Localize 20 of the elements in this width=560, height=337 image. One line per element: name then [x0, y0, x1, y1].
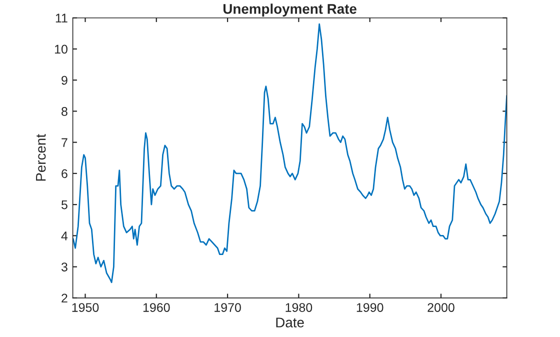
x-axis-title: Date [276, 318, 304, 328]
x-tick-label: 1950 [72, 303, 99, 312]
y-tick-label: 6 [62, 169, 68, 178]
x-tick-label: 2000 [428, 303, 454, 312]
y-tick-label: 5 [61, 200, 68, 210]
y-tick-label: 2 [62, 294, 68, 302]
chart-title: Unemployment Rate [223, 4, 356, 17]
y-tick-label: 10 [54, 44, 68, 54]
x-tick-label: 1990 [356, 303, 384, 312]
y-tick-label: 7 [62, 138, 68, 147]
y-tick-label: 3 [61, 262, 68, 272]
y-tick-label: 8 [62, 107, 68, 116]
x-tick-label: 1980 [286, 303, 312, 312]
y-tick-label: 4 [61, 232, 68, 240]
x-tick-label: 1960 [143, 303, 170, 312]
line-series [72, 23, 507, 284]
y-axis-title: Percent [36, 134, 46, 181]
y-tick-label: 11 [56, 14, 68, 22]
y-tick-label: 9 [62, 76, 68, 85]
x-tick-label: 1970 [214, 303, 241, 312]
